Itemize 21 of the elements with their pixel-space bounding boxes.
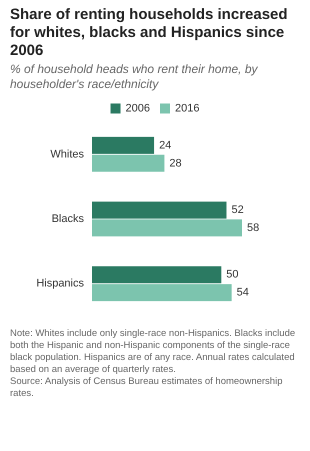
text: Note: Whites include only single-race non-Hispanics. Blacks include both the Hispanic and non-Hispanic components of the single-race black population. Hispanics are of any race. Annual rates calculated based on an average of quarterly rates. <box>10 328 296 376</box>
bar <box>92 136 154 154</box>
chart-subtitle: % of household heads who rent their home, by householder's race/ethnicity <box>10 62 259 92</box>
bar <box>92 284 232 302</box>
data-label: 52 <box>231 204 244 216</box>
y-tick-label: Hispanics <box>36 278 84 290</box>
legend-label: 2016 <box>175 102 200 114</box>
bar <box>92 219 242 236</box>
bar <box>92 266 222 284</box>
data-label: 24 <box>159 139 172 152</box>
data-label: 58 <box>247 222 260 234</box>
source-note: Source: Analysis of Census Bureau estimates of homeownership rates. <box>10 376 284 400</box>
y-tick-label: Blacks <box>52 213 84 225</box>
bar <box>92 202 226 219</box>
data-label: 54 <box>236 286 249 299</box>
data-label: 50 <box>226 268 239 281</box>
legend-label: 2006 <box>126 102 150 114</box>
chart-title: Share of renting households increased for whites, blacks and Hispanics since 2006 <box>10 6 289 60</box>
bar <box>92 154 164 172</box>
data-label: 28 <box>169 157 182 170</box>
y-tick-label: Whites <box>50 148 84 160</box>
